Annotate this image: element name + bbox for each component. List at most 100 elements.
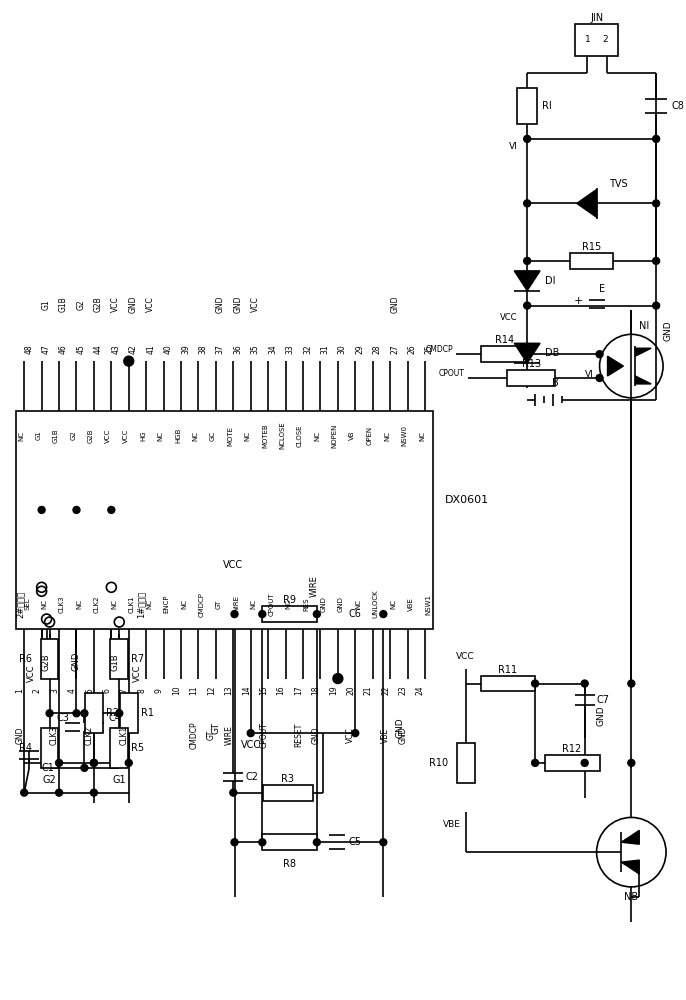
Text: 21: 21 bbox=[364, 686, 372, 695]
Text: 27: 27 bbox=[390, 344, 399, 354]
Text: NSW0: NSW0 bbox=[401, 425, 407, 446]
Text: G1B: G1B bbox=[111, 653, 120, 671]
Bar bbox=[480, 676, 535, 691]
Circle shape bbox=[56, 759, 62, 766]
Circle shape bbox=[523, 302, 531, 309]
Text: 12: 12 bbox=[207, 686, 216, 695]
Text: HGB: HGB bbox=[175, 428, 181, 443]
Text: E: E bbox=[598, 284, 604, 294]
Text: C1: C1 bbox=[41, 763, 54, 773]
Text: R4: R4 bbox=[19, 743, 32, 753]
Text: MOTE: MOTE bbox=[227, 426, 233, 446]
Text: R12: R12 bbox=[563, 744, 582, 754]
Text: 9: 9 bbox=[154, 688, 163, 693]
Circle shape bbox=[352, 730, 359, 737]
Text: CPOUT: CPOUT bbox=[259, 722, 268, 748]
Text: VBE: VBE bbox=[381, 728, 390, 743]
Text: GND: GND bbox=[338, 596, 344, 612]
Polygon shape bbox=[635, 376, 651, 384]
Text: +: + bbox=[574, 296, 583, 306]
Text: R11: R11 bbox=[498, 665, 517, 675]
Text: 38: 38 bbox=[198, 344, 207, 354]
Text: VCC: VCC bbox=[123, 428, 129, 443]
Text: GT: GT bbox=[216, 599, 222, 609]
Circle shape bbox=[314, 611, 320, 618]
Text: VCC: VCC bbox=[251, 297, 260, 312]
Text: CLK2: CLK2 bbox=[94, 595, 100, 613]
Text: VCC: VCC bbox=[111, 297, 120, 312]
Text: 42: 42 bbox=[129, 344, 138, 354]
Text: 6: 6 bbox=[102, 688, 111, 693]
Polygon shape bbox=[514, 343, 540, 363]
Circle shape bbox=[38, 506, 45, 513]
Text: GND: GND bbox=[233, 296, 242, 313]
Text: 25: 25 bbox=[425, 344, 434, 354]
Text: C5: C5 bbox=[348, 837, 362, 847]
Circle shape bbox=[231, 611, 238, 618]
Circle shape bbox=[532, 680, 539, 687]
Circle shape bbox=[333, 674, 343, 684]
Circle shape bbox=[81, 764, 88, 771]
Text: GND: GND bbox=[216, 296, 225, 313]
Circle shape bbox=[36, 586, 47, 596]
Text: 11: 11 bbox=[189, 686, 198, 695]
Text: 47: 47 bbox=[42, 344, 51, 354]
Circle shape bbox=[73, 710, 80, 717]
Text: NSW1: NSW1 bbox=[425, 594, 431, 615]
Circle shape bbox=[314, 839, 320, 846]
Text: 14: 14 bbox=[241, 686, 251, 695]
Text: 39: 39 bbox=[181, 344, 190, 354]
Text: 34: 34 bbox=[268, 344, 277, 354]
Text: CMDCP: CMDCP bbox=[189, 721, 198, 749]
Bar bbox=[40, 639, 58, 679]
Text: G2B: G2B bbox=[94, 297, 103, 312]
Circle shape bbox=[81, 710, 88, 717]
Text: NOPEN: NOPEN bbox=[332, 423, 338, 448]
Text: 44: 44 bbox=[94, 344, 103, 354]
Text: VB: VB bbox=[349, 431, 355, 440]
Text: 1: 1 bbox=[584, 35, 591, 44]
Text: GND: GND bbox=[597, 705, 606, 726]
Circle shape bbox=[115, 617, 124, 627]
Text: 4: 4 bbox=[67, 688, 76, 693]
Text: 1#干簧管: 1#干簧管 bbox=[137, 591, 145, 618]
Circle shape bbox=[106, 582, 117, 592]
Text: G1B: G1B bbox=[59, 297, 68, 312]
Text: 20: 20 bbox=[346, 686, 355, 695]
Text: C6: C6 bbox=[348, 609, 362, 619]
Circle shape bbox=[581, 680, 588, 687]
Text: 36: 36 bbox=[233, 344, 242, 354]
Text: R3: R3 bbox=[281, 774, 294, 784]
Text: 29: 29 bbox=[355, 344, 364, 354]
Text: 7: 7 bbox=[120, 688, 129, 693]
Text: 15: 15 bbox=[259, 686, 268, 695]
Text: 19: 19 bbox=[329, 686, 338, 695]
Bar bbox=[570, 253, 613, 269]
Text: UNLOCK: UNLOCK bbox=[372, 590, 379, 618]
Text: GND: GND bbox=[390, 296, 399, 313]
Text: 2: 2 bbox=[603, 35, 608, 44]
Text: GND: GND bbox=[311, 726, 320, 744]
Text: 2#干簧管: 2#干簧管 bbox=[15, 591, 24, 618]
Text: R1: R1 bbox=[141, 708, 154, 718]
Text: G1: G1 bbox=[42, 299, 51, 310]
Text: VCC: VCC bbox=[456, 652, 475, 661]
Bar bbox=[508, 370, 555, 386]
Circle shape bbox=[56, 789, 62, 796]
Circle shape bbox=[380, 611, 387, 618]
Text: 46: 46 bbox=[59, 344, 68, 354]
Circle shape bbox=[231, 839, 238, 846]
Circle shape bbox=[596, 351, 603, 358]
Text: RI: RI bbox=[542, 101, 552, 111]
Text: OPEN: OPEN bbox=[367, 426, 372, 445]
Bar bbox=[480, 346, 528, 362]
Circle shape bbox=[42, 614, 51, 624]
Circle shape bbox=[116, 710, 123, 717]
Text: NC: NC bbox=[419, 431, 425, 441]
Bar bbox=[263, 785, 313, 801]
Text: VBE: VBE bbox=[443, 820, 461, 829]
Text: 23: 23 bbox=[399, 686, 407, 695]
Text: 45: 45 bbox=[76, 344, 86, 354]
Text: WIRE: WIRE bbox=[224, 725, 233, 745]
Text: NC: NC bbox=[251, 599, 257, 609]
